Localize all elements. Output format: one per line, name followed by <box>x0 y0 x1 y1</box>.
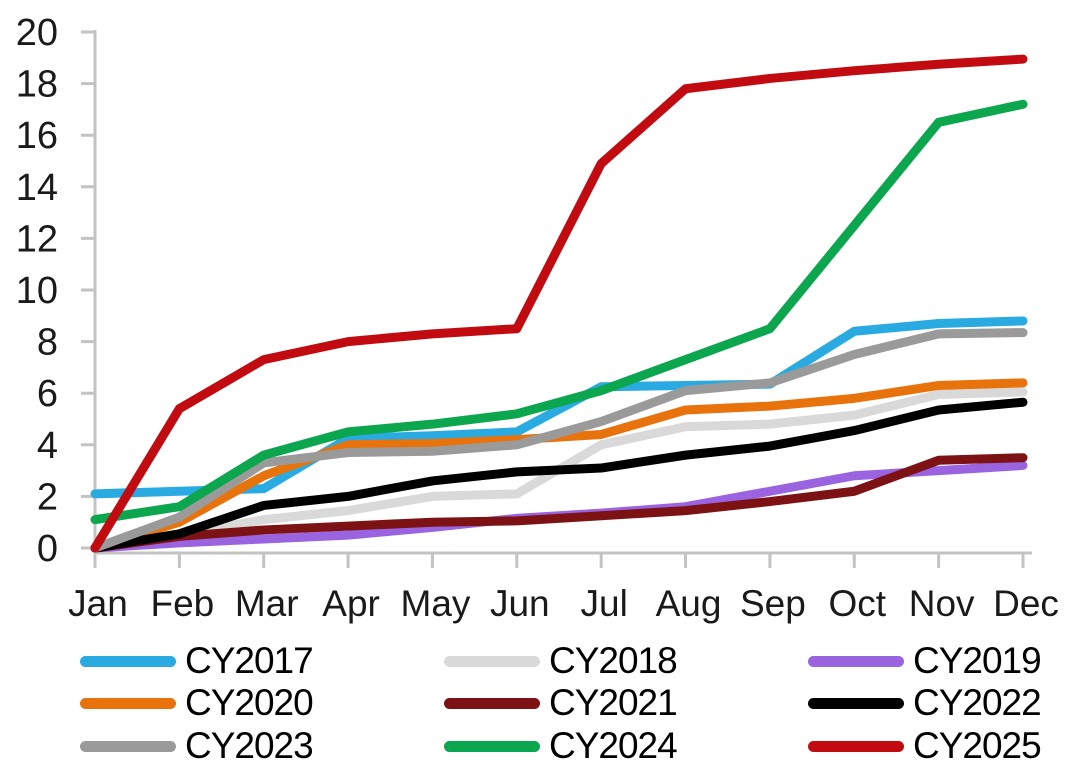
series-line-CY2017 <box>90 316 1028 499</box>
x-tick-label: Sep <box>740 583 806 624</box>
x-tick-label: Nov <box>909 583 975 624</box>
y-tick-label: 6 <box>37 373 58 415</box>
x-tick-label: May <box>401 583 471 624</box>
y-tick-label: 2 <box>37 476 58 518</box>
x-tick-label: Jul <box>581 583 628 624</box>
x-tick-label: Apr <box>322 583 380 624</box>
y-tick-label: 8 <box>37 322 58 364</box>
series-line-CY2023 <box>90 328 1028 553</box>
y-tick-label: 4 <box>37 425 58 467</box>
x-tick-label: Jun <box>490 583 550 624</box>
series-line-CY2024 <box>90 99 1028 525</box>
y-tick-label: 14 <box>16 167 58 209</box>
y-tick-label: 20 <box>16 12 58 54</box>
series-line-CY2021 <box>90 453 1028 553</box>
x-tick-label: Jan <box>68 583 128 624</box>
y-tick-label: 16 <box>16 115 58 157</box>
x-tick-label: Mar <box>235 583 299 624</box>
x-tick-label: Oct <box>828 583 886 624</box>
y-tick-label: 10 <box>16 270 58 312</box>
series-line-CY2025 <box>90 54 1028 553</box>
y-tick-label: 18 <box>16 64 58 106</box>
x-tick-label: Feb <box>150 583 214 624</box>
y-tick-label: 12 <box>16 218 58 260</box>
series-line-CY2022 <box>90 397 1028 553</box>
axis-lines-and-ticks <box>81 30 1032 568</box>
x-tick-label: Dec <box>993 583 1059 624</box>
x-tick-label: Aug <box>656 583 722 624</box>
y-tick-label: 0 <box>37 528 58 570</box>
